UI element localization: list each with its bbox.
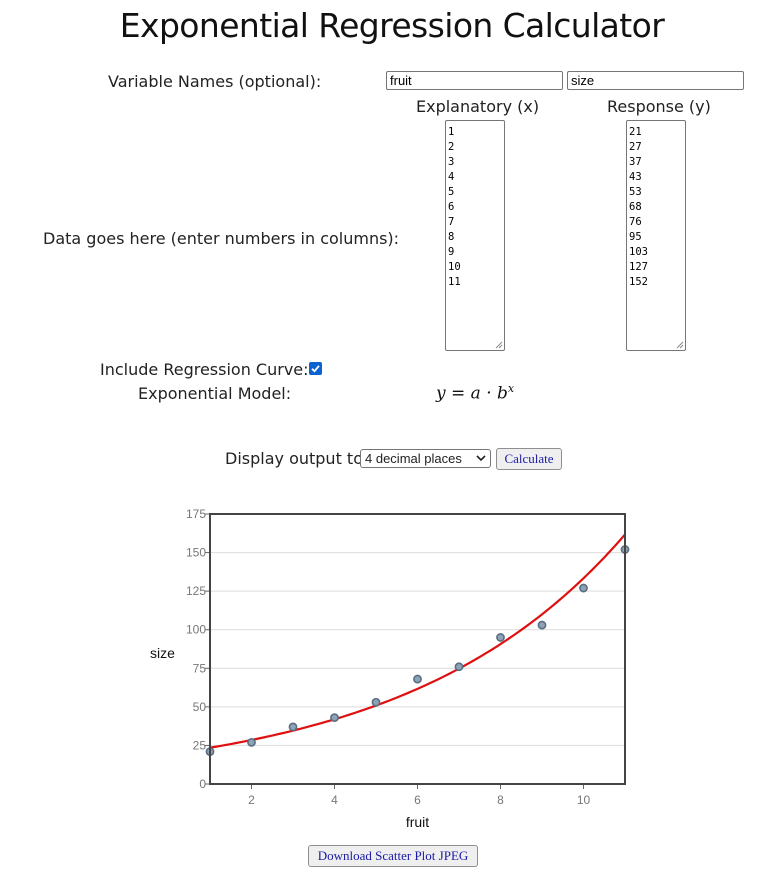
chevron-down-icon [476,455,486,462]
regression-curve [209,533,626,749]
response-data-textarea[interactable]: 21 27 37 43 53 68 76 95 103 127 152 [626,120,686,351]
scatter-plot: 0 25 50 75 100 125 150 175 2 4 6 8 10 size fruit [150,507,630,830]
data-point [413,674,422,684]
display-output-label: Display output to [225,449,363,468]
data-point [330,713,339,723]
x-tick-label: 10 [577,793,591,807]
x-tick-label: 2 [248,793,255,807]
resize-grip-icon[interactable] [495,341,503,349]
plot-frame [209,513,626,785]
data-point [247,737,256,747]
x-tick-label: 4 [331,793,338,807]
response-header: Response (y) [607,97,711,116]
data-point [288,722,298,732]
model-formula: y = a · bx [436,382,515,404]
include-curve-label: Include Regression Curve: [100,360,309,379]
y-variable-name-input[interactable] [567,71,744,90]
data-point [537,620,547,630]
y-axis-label: size [150,645,175,661]
x-axis-label: fruit [406,814,429,830]
y-tick-label: 0 [199,777,206,791]
download-plot-button[interactable]: Download Scatter Plot JPEG [308,845,478,867]
data-point [579,583,588,593]
x-tick-label: 6 [414,793,421,807]
x-variable-name-input[interactable] [386,71,563,90]
model-label: Exponential Model: [138,384,292,403]
y-tick-label: 50 [193,700,207,714]
y-tick-label: 75 [193,661,207,675]
calculate-button[interactable]: Calculate [496,448,562,470]
data-point [496,633,505,642]
page-title: Exponential Regression Calculator [119,6,665,45]
y-tick-label: 125 [186,584,206,598]
x-tick-label: 8 [497,793,504,807]
y-tick-label: 25 [193,738,207,752]
y-tick-label: 100 [186,623,206,637]
data-entry-label: Data goes here (enter numbers in columns… [43,229,400,248]
explanatory-header: Explanatory (x) [416,97,540,116]
data-point [371,697,381,707]
include-curve-checkbox[interactable] [309,362,322,375]
checkmark-icon [311,365,320,373]
data-point [454,662,464,672]
decimal-places-select[interactable]: 4 decimal places [360,449,491,468]
resize-grip-icon[interactable] [676,341,684,349]
y-tick-label: 175 [186,507,206,521]
variable-names-label: Variable Names (optional): [108,72,322,91]
explanatory-data-textarea[interactable]: 1 2 3 4 5 6 7 8 9 10 11 [445,120,505,351]
decimal-places-value: 4 decimal places [365,451,462,466]
y-tick-label: 150 [186,546,206,560]
